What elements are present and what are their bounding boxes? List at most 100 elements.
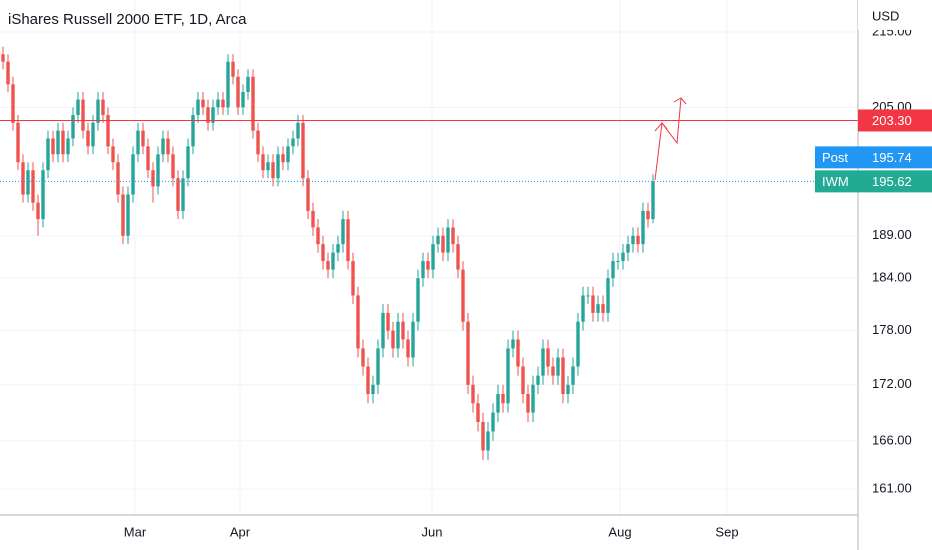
candle-body [471, 384, 475, 404]
candle-body [526, 394, 530, 413]
candle-body [261, 154, 265, 171]
candle-body [556, 357, 560, 376]
candle-body [421, 261, 425, 279]
candle-body [371, 384, 375, 395]
y-tick-label: 178.00 [872, 322, 912, 337]
axis-unit: USD [872, 8, 899, 23]
candle-body [551, 366, 555, 376]
candle-body [466, 321, 470, 385]
candle-body [241, 91, 245, 108]
x-tick-label: Aug [608, 524, 631, 539]
candle-body [376, 348, 380, 385]
candle-body [416, 278, 420, 322]
candle-body [141, 130, 145, 147]
candle-body [571, 366, 575, 385]
candle-body [326, 261, 330, 270]
candle-body [481, 421, 485, 451]
candle-body [196, 99, 200, 116]
candle-body [511, 339, 515, 349]
candle-body [486, 431, 490, 451]
candle-body [586, 295, 590, 297]
candle-body [171, 154, 175, 179]
candle-body [46, 138, 50, 171]
candle-body [201, 99, 205, 108]
candle-body [146, 146, 150, 171]
candle-body [271, 162, 275, 179]
candle-body [456, 244, 460, 270]
candle-body [626, 244, 630, 253]
candle-body [341, 219, 345, 245]
grid [0, 0, 858, 515]
candle-body [156, 154, 160, 187]
candle-body [641, 210, 645, 245]
candle-body [521, 366, 525, 395]
price-label-bg [815, 170, 932, 193]
candle-body [26, 170, 30, 195]
annotation-arrow [654, 97, 682, 181]
candle-body [406, 339, 410, 358]
candle-body [31, 170, 35, 203]
candle-body [51, 138, 55, 155]
candle-body [331, 252, 335, 270]
candle-body [631, 235, 635, 245]
candle-body [126, 194, 130, 236]
candle-body [16, 122, 20, 163]
candle-body [36, 202, 40, 220]
candle-body [66, 138, 70, 155]
y-tick-label: 189.00 [872, 227, 912, 242]
candle-body [206, 107, 210, 123]
candle-body [361, 348, 365, 367]
arrow-head [654, 122, 668, 132]
candle-body [6, 61, 10, 85]
candle-body [111, 146, 115, 163]
axes: 215.00205.00189.00184.00178.00172.00166.… [124, 23, 932, 539]
candle-body [451, 227, 455, 245]
candle-body [336, 244, 340, 253]
candle-body [176, 178, 180, 211]
candle-body [246, 76, 250, 92]
y-tick-label: 172.00 [872, 376, 912, 391]
candle-body [351, 261, 355, 296]
candle-body [81, 99, 85, 131]
candle-body [181, 178, 185, 211]
candle-body [71, 115, 75, 139]
y-tick-label: 184.00 [872, 270, 912, 285]
candle-body [216, 99, 220, 108]
candle-body [516, 339, 520, 367]
candle-body [496, 394, 500, 413]
candle-body [76, 99, 80, 116]
candle-body [531, 384, 535, 413]
candle-body [566, 384, 570, 395]
candle-body [646, 210, 650, 220]
x-tick-label: Apr [230, 524, 251, 539]
candle-body [591, 295, 595, 313]
candle-body [186, 146, 190, 179]
candle-body [386, 312, 390, 331]
candle-body [191, 115, 195, 147]
price-label-bg [815, 146, 932, 169]
arrow-head [673, 97, 687, 105]
candle-body [536, 375, 540, 385]
candle-body [616, 261, 620, 263]
candle-body [321, 244, 325, 262]
candle-body [56, 130, 60, 155]
x-tick-label: Jun [422, 524, 443, 539]
candle-body [606, 278, 610, 313]
candle-body [1, 54, 5, 62]
candle-body [151, 170, 155, 187]
candle-body [491, 412, 495, 432]
plot [0, 46, 858, 461]
price-label-name: IWM [822, 174, 849, 189]
candle-body [41, 170, 45, 220]
x-tick-label: Mar [124, 524, 147, 539]
candle-body [356, 295, 360, 349]
candle-body [561, 357, 565, 395]
candle-body [231, 61, 235, 77]
candle-body [396, 321, 400, 349]
candle-body [581, 295, 585, 322]
candle-body [256, 130, 260, 155]
candle-body [236, 76, 240, 108]
candle-body [431, 244, 435, 270]
axis-unit-bg [858, 0, 932, 30]
